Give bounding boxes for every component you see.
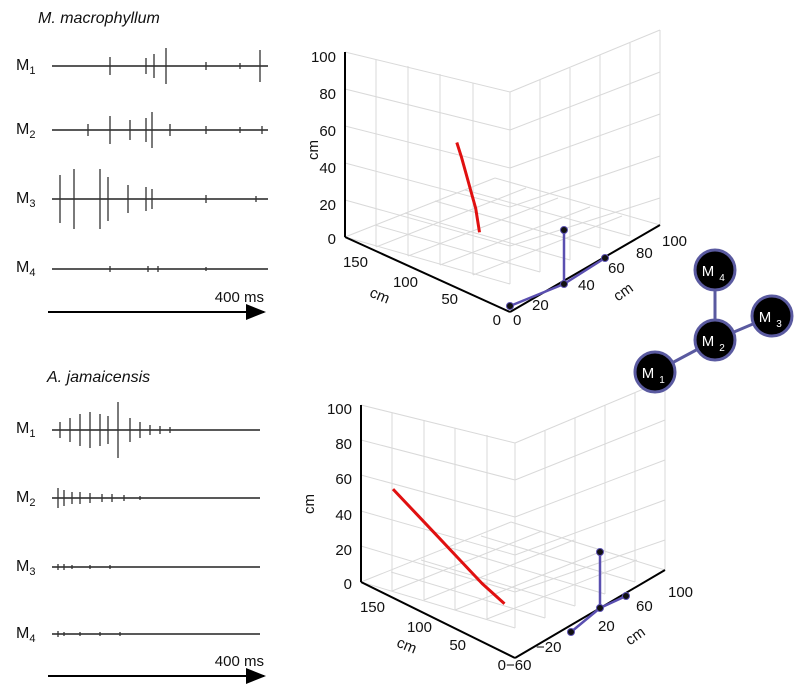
svg-text:M: M — [702, 333, 715, 350]
y-axis-label-bottom: cm — [622, 624, 648, 649]
array-node-m1: M 1 — [633, 350, 677, 394]
svg-text:M: M — [642, 365, 655, 382]
z-tick-bottom-100: 100 — [327, 401, 352, 418]
svg-text:1: 1 — [659, 375, 665, 386]
y-tick-top-100: 100 — [662, 233, 687, 250]
array-node-m4: M 4 — [693, 248, 737, 292]
y-tick-top-40: 40 — [578, 277, 595, 294]
z-axis-label-top: cm — [305, 140, 322, 160]
y-tick-top-20: 20 — [532, 297, 549, 314]
y-tick-top-60: 60 — [608, 260, 625, 277]
trajectory-3d-plot-top: 100 80 60 40 20 0 cm 150 100 50 0 cm 0 2… — [305, 29, 687, 329]
x-tick-bottom-100: 100 — [407, 619, 432, 636]
svg-text:M: M — [759, 309, 772, 326]
z-axis-label-bottom: cm — [301, 494, 318, 514]
x-tick-top-50: 50 — [441, 291, 458, 308]
channel-label-top-m3: M3 — [16, 190, 36, 211]
z-tick-bottom-20: 20 — [335, 542, 352, 559]
y-tick-bottom-20: 20 — [598, 618, 615, 635]
z-tick-top-0: 0 — [328, 231, 336, 248]
x-tick-bottom-0: 0 — [498, 657, 506, 674]
channel-label-top-m1: M1 — [16, 57, 36, 78]
y-tick-top-80: 80 — [636, 245, 653, 262]
channel-label-top-m4: M4 — [16, 259, 36, 280]
waveform-traces — [52, 48, 268, 637]
time-scale-label-top: 400 ms — [215, 289, 264, 306]
z-tick-top-60: 60 — [319, 123, 336, 140]
x-axis-label-bottom: cm — [394, 634, 419, 657]
trajectory-3d-plot-bottom: 100 80 60 40 20 0 cm 150 100 50 0 cm −60… — [301, 379, 693, 674]
svg-text:2: 2 — [719, 343, 725, 354]
trajectory-line-top — [455, 142, 481, 233]
species-title-top: M. macrophyllum — [38, 10, 160, 27]
y-tick-top-0: 0 — [513, 312, 521, 329]
z-tick-top-80: 80 — [319, 86, 336, 103]
array-node-m3: M 3 — [750, 294, 794, 338]
x-tick-bottom-150: 150 — [360, 599, 385, 616]
svg-text:3: 3 — [776, 319, 782, 330]
x-axis-label-top: cm — [367, 284, 392, 307]
y-tick-bottom-60: 60 — [636, 598, 653, 615]
svg-text:M: M — [702, 263, 715, 280]
trajectory-line-bottom — [391, 488, 506, 605]
y-tick-bottom-neg20: −20 — [536, 639, 561, 656]
channel-label-top-m2: M2 — [16, 121, 36, 142]
channel-label-bottom-m1: M1 — [16, 420, 36, 441]
x-tick-top-100: 100 — [393, 274, 418, 291]
x-tick-top-150: 150 — [343, 254, 368, 271]
species-title-bottom: A. jamaicensis — [47, 369, 151, 386]
z-tick-top-40: 40 — [319, 160, 336, 177]
svg-text:4: 4 — [719, 273, 725, 284]
x-tick-top-0: 0 — [493, 312, 501, 329]
z-tick-top-20: 20 — [319, 197, 336, 214]
y-tick-bottom-neg60: −60 — [506, 657, 531, 674]
z-tick-bottom-40: 40 — [335, 507, 352, 524]
z-tick-bottom-60: 60 — [335, 471, 352, 488]
time-scale-label-bottom: 400 ms — [215, 653, 264, 670]
z-tick-bottom-0: 0 — [344, 576, 352, 593]
channel-label-bottom-m2: M2 — [16, 489, 36, 510]
z-tick-top-100: 100 — [311, 49, 336, 66]
microphone-array-diagram: M 4 M 3 M 2 M 1 — [633, 248, 794, 394]
z-tick-bottom-80: 80 — [335, 436, 352, 453]
channel-label-bottom-m3: M3 — [16, 558, 36, 579]
x-tick-bottom-50: 50 — [449, 637, 466, 654]
y-tick-bottom-100: 100 — [668, 584, 693, 601]
y-axis-label-top: cm — [610, 280, 636, 305]
channel-label-bottom-m4: M4 — [16, 625, 36, 646]
array-node-m2: M 2 — [693, 318, 737, 362]
